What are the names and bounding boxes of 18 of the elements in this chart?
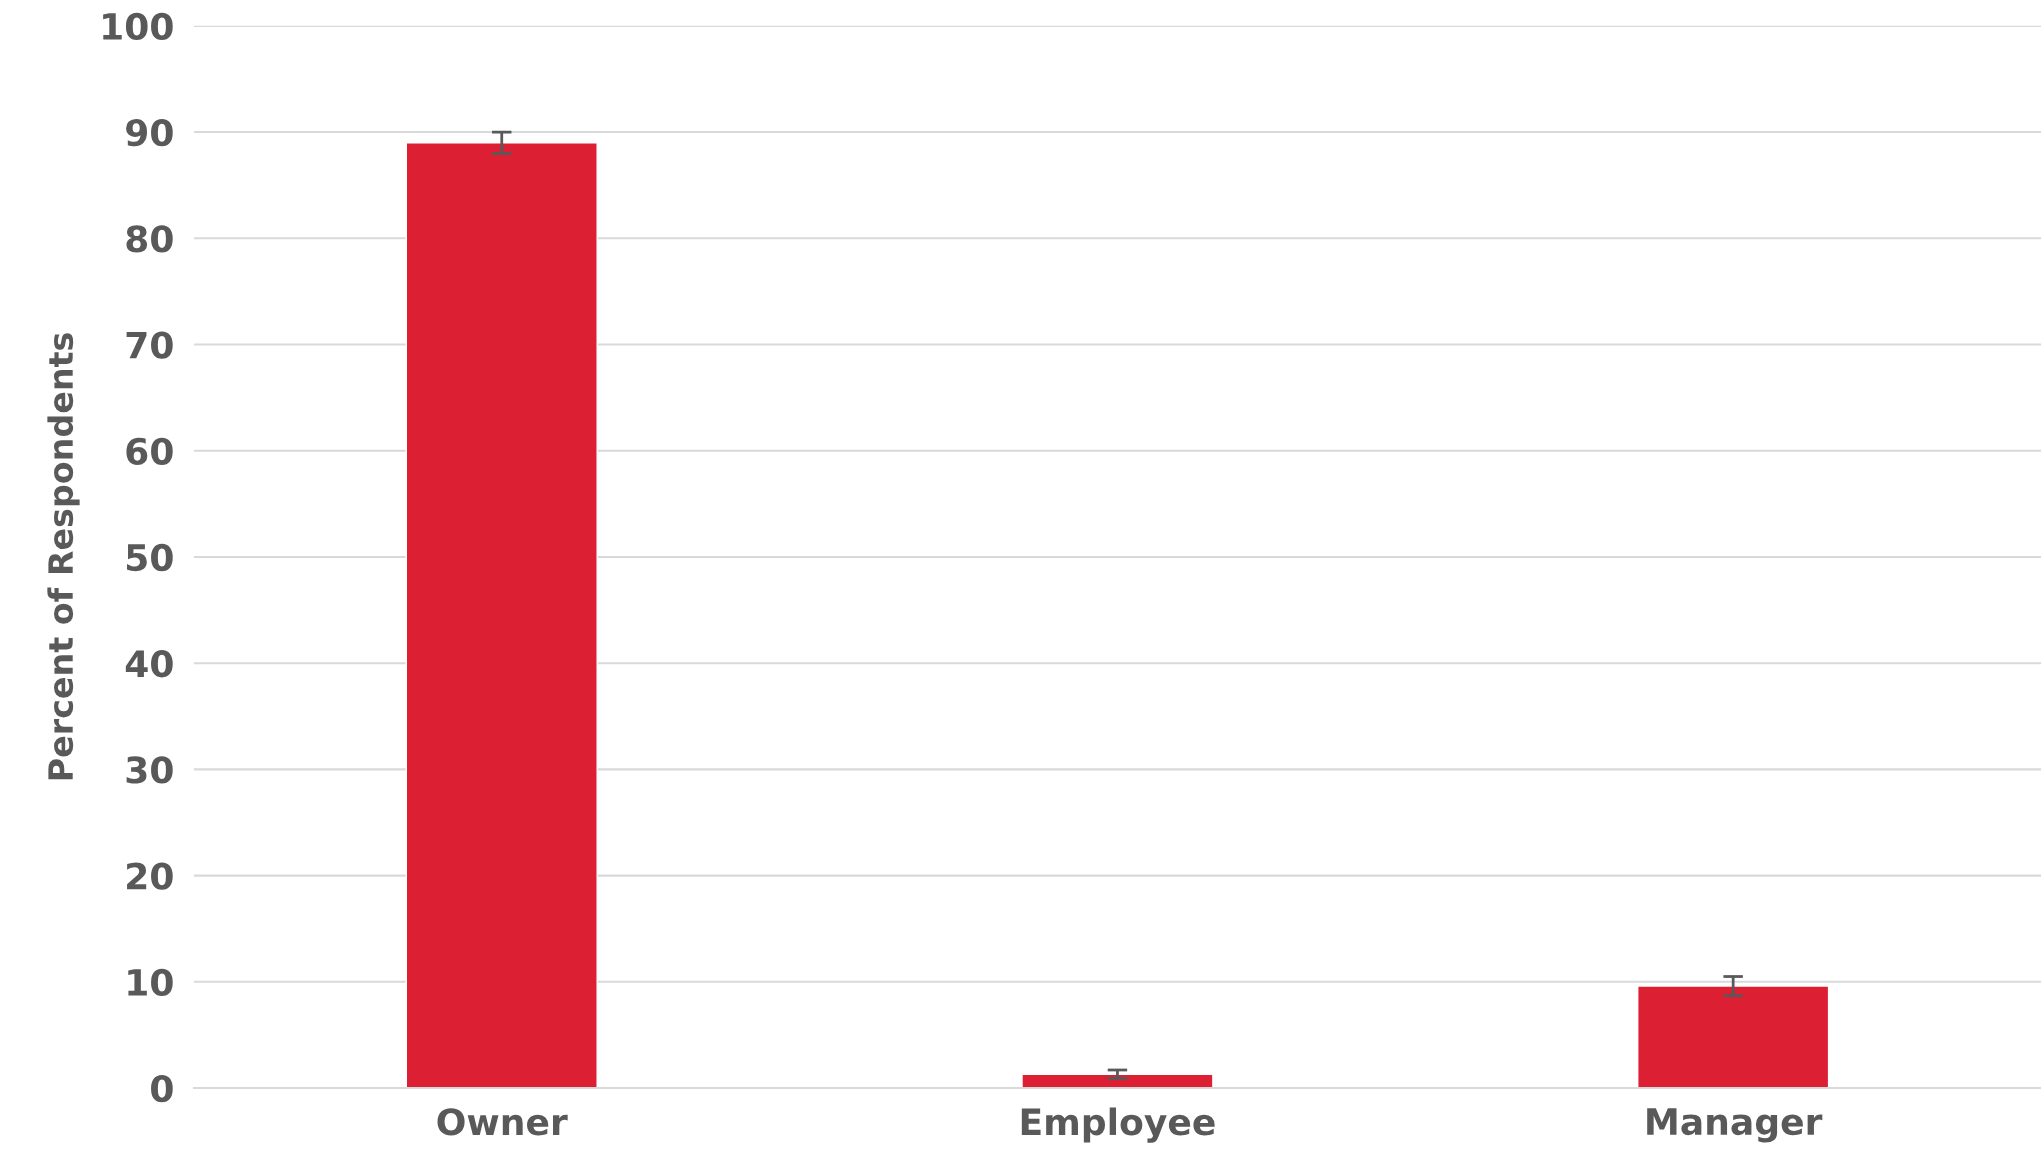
x-tick-label: Employee — [1021, 1107, 1215, 1143]
y-tick-label: 50 — [126, 543, 173, 572]
x-tick-label: Manager — [1647, 1108, 1823, 1143]
y-tick-label: 10 — [128, 968, 173, 997]
y-tick-label: 80 — [126, 225, 173, 253]
y-tick-label: 20 — [127, 862, 173, 890]
x-tick-label: Owner — [437, 1108, 568, 1136]
bar — [405, 141, 598, 1089]
y-tick-label: 70 — [126, 331, 173, 359]
y-tick-label: 100 — [103, 12, 173, 41]
y-axis-title: Percent of Respondents — [47, 333, 80, 780]
bar — [1637, 985, 1830, 1089]
y-tick-label: 30 — [126, 756, 173, 784]
y-tick-label: 90 — [126, 118, 173, 147]
y-tick-label: 60 — [126, 437, 173, 465]
y-tick-label: 40 — [125, 650, 173, 678]
y-tick-label: 0 — [151, 1074, 173, 1103]
bar — [1021, 1073, 1214, 1089]
